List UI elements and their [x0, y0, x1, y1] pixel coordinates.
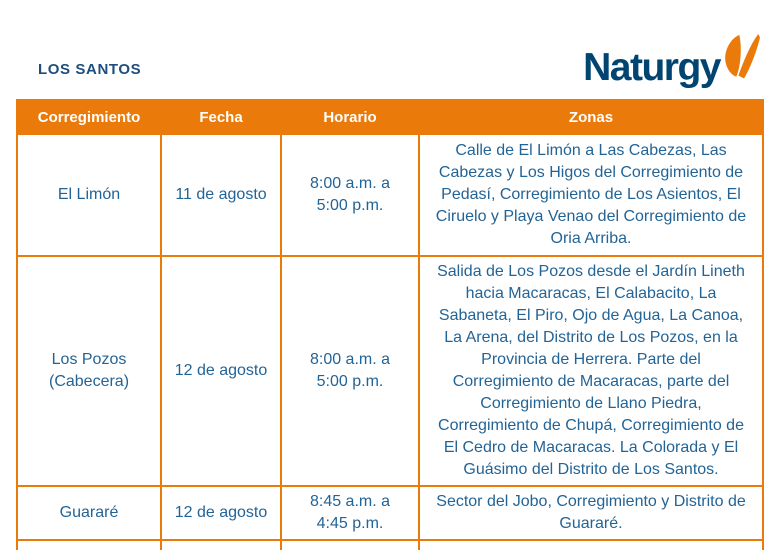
outage-schedule-table: Corregimiento Fecha Horario Zonas El Lim…	[16, 99, 764, 550]
page-title: LOS SANTOS	[38, 61, 142, 78]
cell-corregimiento: Los Pozos (Cabecera)	[16, 255, 162, 487]
naturgy-butterfly-icon	[725, 34, 760, 79]
cell-fecha: 12 de agosto	[160, 255, 282, 487]
cell-fecha: 11 de agosto	[160, 133, 282, 257]
cell-zonas: Sector del Jobo, Corregimiento y Distrit…	[418, 485, 764, 541]
cell-zonas	[418, 539, 764, 550]
naturgy-logo-text: Naturgy	[583, 46, 721, 89]
column-header-horario: Horario	[280, 99, 420, 135]
column-header-zonas: Zonas	[418, 99, 764, 135]
table-row: Los Pozos (Cabecera) 12 de agosto 8:00 a…	[16, 255, 764, 487]
column-header-corregimiento: Corregimiento	[16, 99, 162, 135]
cell-horario: 8:00 a.m. a 5:00 p.m.	[280, 133, 420, 257]
cell-zonas: Salida de Los Pozos desde el Jardín Line…	[418, 255, 764, 487]
naturgy-logo: Naturgy	[583, 33, 760, 87]
cell-corregimiento	[16, 539, 162, 550]
cell-fecha: 12 de agosto	[160, 485, 282, 541]
table-row: El Limón 11 de agosto 8:00 a.m. a 5:00 p…	[16, 133, 764, 257]
cell-fecha	[160, 539, 282, 550]
table-header-row: Corregimiento Fecha Horario Zonas	[16, 99, 764, 135]
cell-corregimiento: Guararé	[16, 485, 162, 541]
cell-horario: 8:00 a.m. a 5:00 p.m.	[280, 255, 420, 487]
column-header-fecha: Fecha	[160, 99, 282, 135]
cell-horario: 8:45 a.m. a 4:45 p.m.	[280, 485, 420, 541]
cell-corregimiento: El Limón	[16, 133, 162, 257]
table-row: Guararé 12 de agosto 8:45 a.m. a 4:45 p.…	[16, 485, 764, 541]
cell-horario	[280, 539, 420, 550]
cell-zonas: Calle de El Limón a Las Cabezas, Las Cab…	[418, 133, 764, 257]
table-row-clipped	[16, 539, 764, 550]
